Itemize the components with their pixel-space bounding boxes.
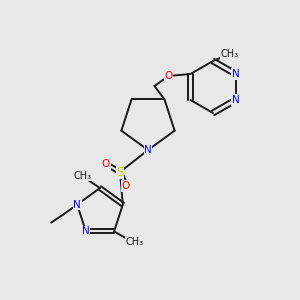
Text: N: N <box>232 95 239 105</box>
Text: CH₃: CH₃ <box>125 237 143 248</box>
Text: CH₃: CH₃ <box>221 49 239 59</box>
Text: N: N <box>232 69 239 79</box>
Text: S: S <box>116 166 124 178</box>
Text: O: O <box>164 71 172 81</box>
Text: CH₃: CH₃ <box>74 171 92 181</box>
Text: N: N <box>73 200 81 210</box>
Text: N: N <box>82 226 90 236</box>
Text: O: O <box>122 181 130 191</box>
Text: O: O <box>102 159 110 169</box>
Text: N: N <box>144 145 152 155</box>
